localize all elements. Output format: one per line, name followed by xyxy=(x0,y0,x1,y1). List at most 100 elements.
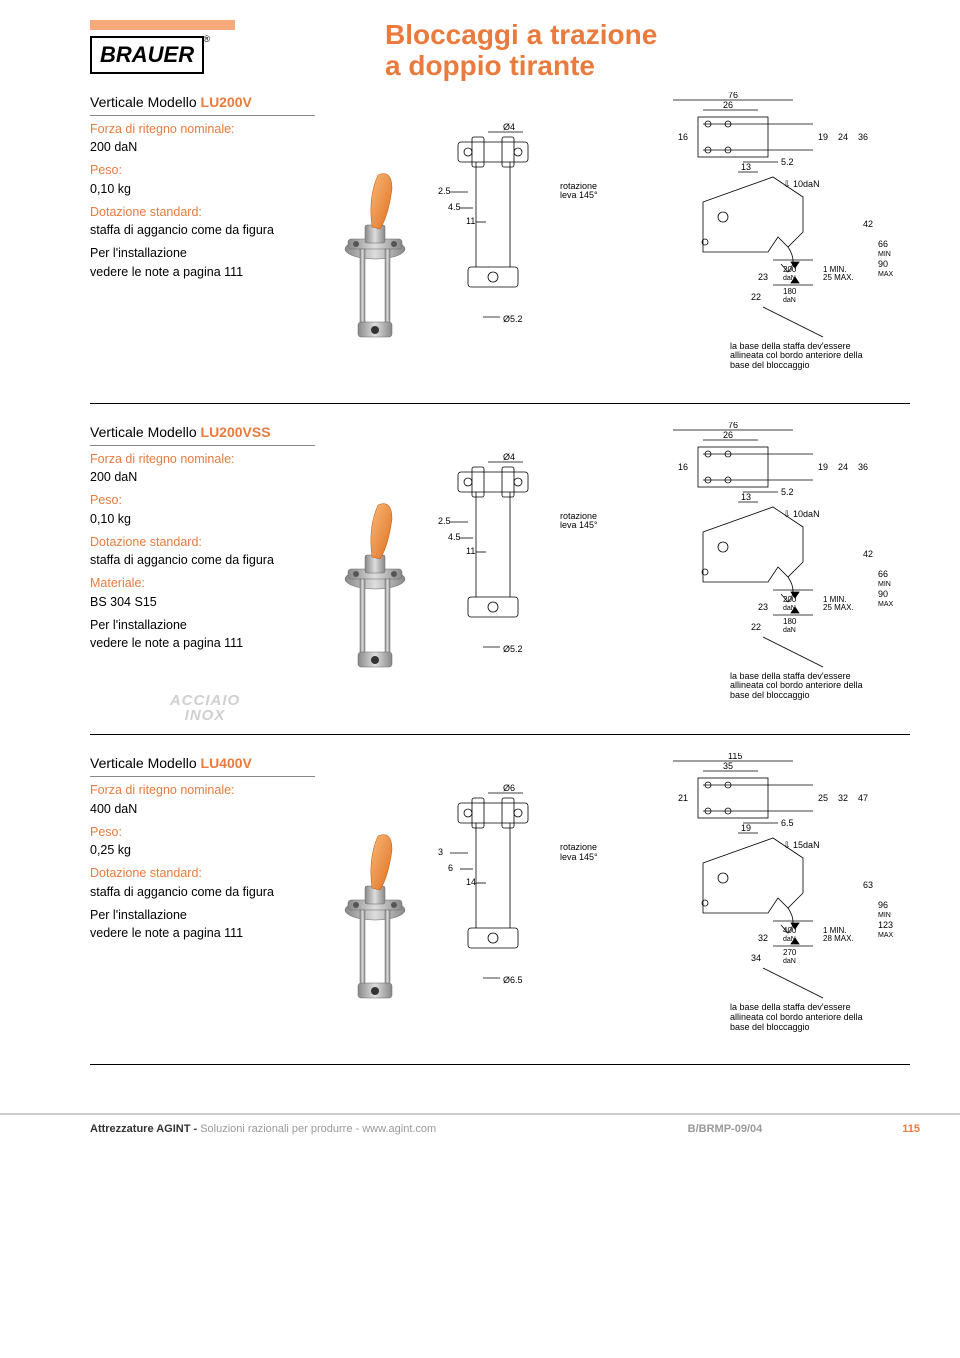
install-l2: vedere le note a pagina 111 xyxy=(90,263,320,282)
svg-text:115: 115 xyxy=(728,753,742,761)
footer-page-number: 115 xyxy=(902,1123,920,1135)
svg-text:270: 270 xyxy=(783,948,797,957)
svg-text:Ø6.5: Ø6.5 xyxy=(503,975,523,985)
svg-text:Ø5.2: Ø5.2 xyxy=(503,644,523,654)
svg-text:32: 32 xyxy=(758,933,768,943)
title-line2: a doppio tirante xyxy=(385,51,657,82)
equip-value: staffa di aggancio come da figura xyxy=(90,883,320,902)
equip-value: staffa di aggancio come da figura xyxy=(90,221,320,240)
svg-text:2.5: 2.5 xyxy=(438,186,451,196)
technical-drawing: 115 35 21 25 32 47 6.5 19 ⇩ 15daN 63 xyxy=(430,753,920,1053)
svg-text:25: 25 xyxy=(818,793,828,803)
svg-text:Ø4: Ø4 xyxy=(503,122,515,132)
svg-text:35: 35 xyxy=(723,761,733,771)
material-label: Materiale: xyxy=(90,574,320,593)
svg-text:180: 180 xyxy=(783,287,797,296)
equip-label: Dotazione standard: xyxy=(90,864,320,883)
model-code: LU200VSS xyxy=(201,424,271,440)
svg-text:MIN: MIN xyxy=(878,581,891,588)
weight-label: Peso: xyxy=(90,161,320,180)
footer-company: Attrezzature AGINT - xyxy=(90,1123,200,1135)
title-line1: Bloccaggi a trazione xyxy=(385,20,657,51)
content: Verticale Modello LU200V Forza di ritegn… xyxy=(0,82,960,1054)
install-l1: Per l'installazione xyxy=(90,906,320,925)
svg-text:42: 42 xyxy=(863,549,873,559)
weight-value: 0,25 kg xyxy=(90,841,320,860)
svg-text:26: 26 xyxy=(723,430,733,440)
svg-text:63: 63 xyxy=(863,880,873,890)
rotation-label: rotazioneleva 145° xyxy=(560,843,598,863)
row-separator xyxy=(90,403,910,404)
svg-text:⇩ 10daN: ⇩ 10daN xyxy=(783,509,820,519)
technical-drawing-svg: 76 26 16 19 24 36 5.2 13 ⇩ 10daN 42 xyxy=(438,422,898,672)
svg-text:90: 90 xyxy=(878,259,888,269)
product-photo xyxy=(320,422,430,724)
rotation-label: rotazioneleva 145° xyxy=(560,182,598,202)
base-note: la base della staffa dev'essereallineata… xyxy=(730,1003,863,1033)
svg-text:16: 16 xyxy=(678,462,688,472)
brand-logo: BRAUER ® xyxy=(90,20,235,74)
svg-text:16: 16 xyxy=(678,132,688,142)
base-note: la base della staffa dev'essereallineata… xyxy=(730,672,863,702)
page-title: Bloccaggi a trazione a doppio tirante xyxy=(385,20,657,82)
footer-tagline: Soluzioni razionali per produrre - www.a… xyxy=(200,1123,436,1135)
product-photo xyxy=(320,92,430,392)
svg-text:5.2: 5.2 xyxy=(781,157,794,167)
product-row: Verticale Modello LU200VSS Forza di rite… xyxy=(90,422,920,724)
weight-value: 0,10 kg xyxy=(90,510,320,529)
model-title: Verticale Modello LU200V xyxy=(90,92,315,116)
page-footer: Attrezzature AGINT - Soluzioni razionali… xyxy=(0,1113,960,1147)
force-value: 200 daN xyxy=(90,468,320,487)
svg-text:MAX: MAX xyxy=(878,271,894,278)
brand-reg: ® xyxy=(203,34,210,44)
weight-value: 0,10 kg xyxy=(90,180,320,199)
svg-text:76: 76 xyxy=(728,422,738,430)
svg-text:32: 32 xyxy=(838,793,848,803)
svg-text:66: 66 xyxy=(878,239,888,249)
product-row: Verticale Modello LU400V Forza di ritegn… xyxy=(90,753,920,1053)
svg-text:4.5: 4.5 xyxy=(448,202,461,212)
brand-tab xyxy=(90,20,235,30)
model-title: Verticale Modello LU400V xyxy=(90,753,315,777)
row-separator xyxy=(90,734,910,735)
technical-drawing: 76 26 16 19 24 36 5.2 13 ⇩ 10daN 42 xyxy=(430,422,920,724)
svg-text:25 MAX.: 25 MAX. xyxy=(823,273,854,282)
svg-text:5.2: 5.2 xyxy=(781,487,794,497)
svg-text:14: 14 xyxy=(466,877,476,887)
svg-text:Ø4: Ø4 xyxy=(503,452,515,462)
svg-text:6.5: 6.5 xyxy=(781,818,794,828)
force-value: 400 daN xyxy=(90,800,320,819)
svg-text:MIN: MIN xyxy=(878,251,891,258)
model-prefix: Verticale Modello xyxy=(90,424,201,440)
catalog-page: BRAUER ® Bloccaggi a trazione a doppio t… xyxy=(0,0,960,1147)
svg-text:66: 66 xyxy=(878,569,888,579)
install-l2: vedere le note a pagina 111 xyxy=(90,634,320,653)
svg-text:76: 76 xyxy=(728,92,738,100)
svg-text:11: 11 xyxy=(466,216,475,226)
product-specs: Verticale Modello LU200VSS Forza di rite… xyxy=(90,422,320,724)
svg-text:47: 47 xyxy=(858,793,868,803)
svg-text:6: 6 xyxy=(448,863,453,873)
svg-text:36: 36 xyxy=(858,462,868,472)
svg-text:25 MAX.: 25 MAX. xyxy=(823,603,854,612)
model-code: LU400V xyxy=(201,755,252,771)
equip-value: staffa di aggancio come da figura xyxy=(90,551,320,570)
equip-label: Dotazione standard: xyxy=(90,533,320,552)
product-row: Verticale Modello LU200V Forza di ritegn… xyxy=(90,92,920,392)
product-photo-svg xyxy=(330,828,420,1008)
svg-text:11: 11 xyxy=(466,546,475,556)
svg-text:MIN: MIN xyxy=(878,912,891,919)
footer-left: Attrezzature AGINT - Soluzioni razionali… xyxy=(90,1123,436,1135)
svg-text:19: 19 xyxy=(818,462,828,472)
install-l1: Per l'installazione xyxy=(90,244,320,263)
row-separator xyxy=(90,1064,910,1065)
svg-text:daN: daN xyxy=(783,627,796,634)
model-prefix: Verticale Modello xyxy=(90,94,201,110)
svg-text:2.5: 2.5 xyxy=(438,516,451,526)
svg-text:Ø6: Ø6 xyxy=(503,783,515,793)
model-title: Verticale Modello LU200VSS xyxy=(90,422,315,446)
product-photo-svg xyxy=(330,497,420,677)
svg-text:180: 180 xyxy=(783,617,797,626)
svg-text:23: 23 xyxy=(758,272,768,282)
product-specs: Verticale Modello LU400V Forza di ritegn… xyxy=(90,753,320,1053)
